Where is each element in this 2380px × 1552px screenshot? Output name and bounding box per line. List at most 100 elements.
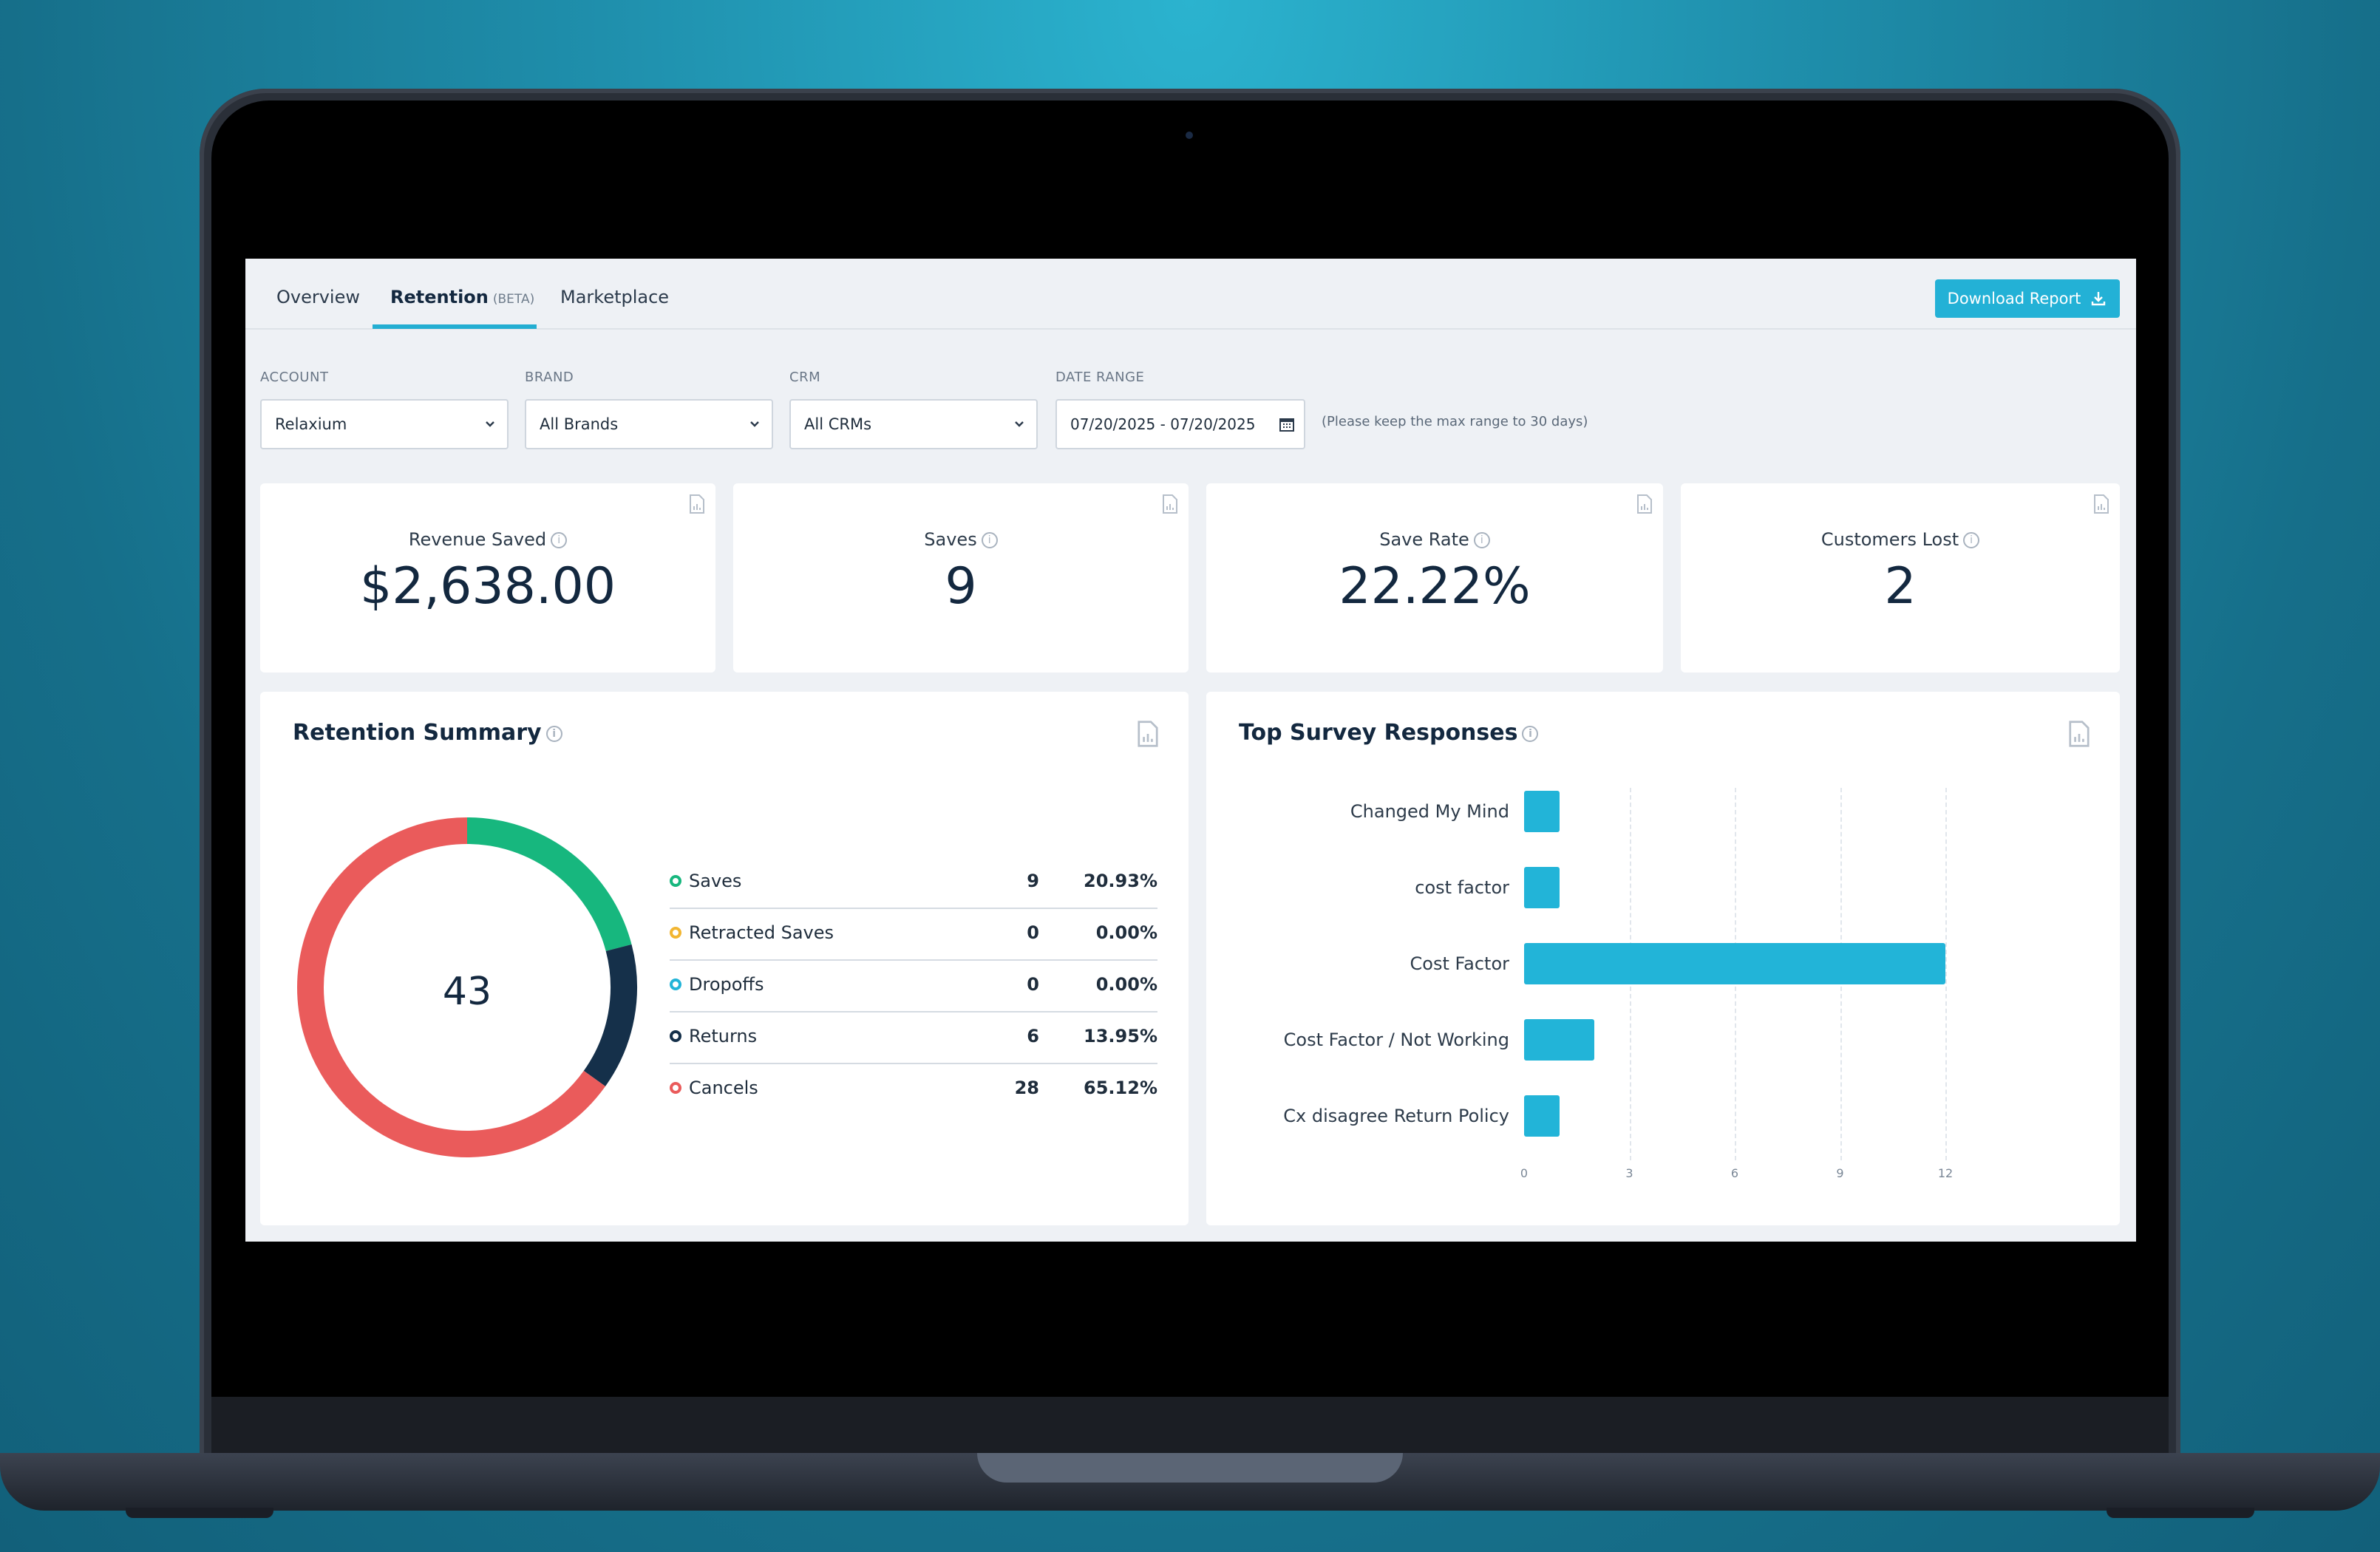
download-icon bbox=[2092, 292, 2106, 306]
tab-bar: Overview Retention (BETA) Marketplace Dow… bbox=[245, 259, 2136, 330]
bar[interactable] bbox=[1524, 791, 1560, 832]
export-icon[interactable] bbox=[2068, 720, 2090, 748]
donut-segment-saves[interactable] bbox=[466, 817, 632, 952]
chevron-down-icon bbox=[1015, 421, 1024, 427]
info-icon[interactable]: i bbox=[1473, 532, 1490, 548]
info-icon[interactable]: i bbox=[551, 532, 568, 548]
bar[interactable] bbox=[1524, 943, 1945, 984]
legend-row: Saves 9 20.93% bbox=[670, 857, 1157, 909]
legend-dot-icon bbox=[670, 875, 681, 887]
info-icon[interactable]: i bbox=[1963, 532, 1980, 548]
bar-category-label: Cx disagree Return Policy bbox=[1283, 1106, 1509, 1126]
account-label: ACCOUNT bbox=[260, 370, 329, 385]
date-range-value: 07/20/2025 - 07/20/2025 bbox=[1070, 415, 1256, 433]
legend-row: Dropoffs 0 0.00% bbox=[670, 961, 1157, 1012]
kpi-title: Save Rate bbox=[1379, 529, 1469, 550]
kpi-value: 22.22% bbox=[1339, 557, 1531, 616]
laptop-foot bbox=[126, 1508, 273, 1518]
laptop-foot bbox=[2107, 1508, 2254, 1518]
kpi-title: Saves bbox=[924, 529, 977, 550]
legend-dot-icon bbox=[670, 1030, 681, 1042]
legend-count: 0 bbox=[1027, 974, 1039, 995]
legend-dot-icon bbox=[670, 1082, 681, 1094]
legend-percent: 20.93% bbox=[1084, 871, 1157, 891]
date-range-input[interactable]: 07/20/2025 - 07/20/2025 bbox=[1055, 399, 1305, 449]
legend-dot-icon bbox=[670, 978, 681, 990]
crm-label: CRM bbox=[789, 370, 821, 385]
legend-dot-icon bbox=[670, 927, 681, 939]
panel-title: Retention Summary bbox=[293, 720, 542, 746]
legend-name: Cancels bbox=[689, 1078, 758, 1098]
export-icon[interactable] bbox=[1636, 494, 1653, 514]
brand-select[interactable]: All Brands bbox=[525, 399, 773, 449]
bar-category-label: Cost Factor bbox=[1410, 953, 1509, 974]
retention-summary-panel: Retention Summary i 43 Saves 9 20.93% Retrac… bbox=[260, 692, 1189, 1225]
crm-value: All CRMs bbox=[804, 415, 872, 433]
info-icon[interactable]: i bbox=[1522, 725, 1539, 742]
tab-label: Overview bbox=[276, 287, 360, 307]
retention-donut-chart bbox=[297, 817, 637, 1157]
x-tick-label: 0 bbox=[1520, 1166, 1529, 1180]
bar[interactable] bbox=[1524, 1095, 1560, 1137]
date-range-hint: (Please keep the max range to 30 days) bbox=[1322, 414, 1588, 429]
legend-count: 6 bbox=[1027, 1026, 1039, 1046]
legend-name: Returns bbox=[689, 1026, 758, 1046]
kpi-card-revenue-saved: Revenue Saved i $2,638.00 bbox=[260, 483, 715, 673]
legend-percent: 0.00% bbox=[1095, 974, 1157, 995]
grid-line bbox=[1945, 788, 1947, 1160]
account-select[interactable]: Relaxium bbox=[260, 399, 509, 449]
tab-label: Marketplace bbox=[560, 287, 670, 307]
export-icon[interactable] bbox=[1137, 720, 1159, 748]
legend-name: Saves bbox=[689, 871, 742, 891]
donut-segment-cancels[interactable] bbox=[297, 817, 606, 1157]
legend-name: Dropoffs bbox=[689, 974, 764, 995]
donut-segment-returns[interactable] bbox=[583, 944, 637, 1086]
download-report-button[interactable]: Download Report bbox=[1935, 279, 2120, 318]
legend-percent: 0.00% bbox=[1095, 922, 1157, 943]
tab-marketplace[interactable]: Marketplace bbox=[560, 259, 669, 330]
export-icon[interactable] bbox=[1162, 494, 1178, 514]
kpi-card-saves: Saves i 9 bbox=[733, 483, 1189, 673]
export-icon[interactable] bbox=[689, 494, 705, 514]
legend-row: Cancels 28 65.12% bbox=[670, 1064, 1157, 1116]
tab-label: Retention bbox=[390, 287, 489, 307]
survey-panel: Top Survey Responses i 0 3 6 9 12 Changed My M… bbox=[1206, 692, 2120, 1225]
legend-percent: 13.95% bbox=[1084, 1026, 1157, 1046]
x-tick-label: 6 bbox=[1730, 1166, 1739, 1180]
beta-badge: (BETA) bbox=[492, 292, 535, 307]
info-icon[interactable]: i bbox=[545, 725, 562, 742]
kpi-value: 2 bbox=[1884, 557, 1917, 616]
legend-count: 0 bbox=[1027, 922, 1039, 943]
laptop-notch bbox=[977, 1453, 1403, 1483]
account-value: Relaxium bbox=[275, 415, 347, 433]
x-tick-label: 12 bbox=[1937, 1166, 1954, 1180]
tab-overview[interactable]: Overview bbox=[276, 259, 360, 330]
dashboard-screen: Overview Retention (BETA) Marketplace Dow… bbox=[245, 259, 2136, 1242]
export-icon[interactable] bbox=[2093, 494, 2109, 514]
x-tick-label: 9 bbox=[1836, 1166, 1844, 1180]
download-report-label: Download Report bbox=[1947, 290, 2081, 307]
crm-select[interactable]: All CRMs bbox=[789, 399, 1038, 449]
brand-value: All Brands bbox=[540, 415, 619, 433]
info-icon[interactable]: i bbox=[981, 532, 998, 548]
laptop-chin bbox=[211, 1397, 2169, 1453]
calendar-icon bbox=[1279, 418, 1294, 432]
kpi-card-customers-lost: Customers Lost i 2 bbox=[1681, 483, 2120, 673]
bar[interactable] bbox=[1524, 1019, 1594, 1061]
x-tick-label: 3 bbox=[1625, 1166, 1633, 1180]
legend-name: Retracted Saves bbox=[689, 922, 834, 943]
legend-row: Returns 6 13.95% bbox=[670, 1012, 1157, 1064]
legend-row: Retracted Saves 0 0.00% bbox=[670, 909, 1157, 961]
donut-total: 43 bbox=[442, 970, 492, 1014]
chevron-down-icon bbox=[486, 421, 494, 427]
chevron-down-icon bbox=[750, 421, 759, 427]
legend-percent: 65.12% bbox=[1084, 1078, 1157, 1098]
kpi-title: Revenue Saved bbox=[408, 529, 547, 550]
active-tab-indicator bbox=[373, 324, 537, 329]
bar-category-label: Cost Factor / Not Working bbox=[1283, 1029, 1509, 1050]
bar[interactable] bbox=[1524, 867, 1560, 908]
kpi-card-save-rate: Save Rate i 22.22% bbox=[1206, 483, 1663, 673]
kpi-value: 9 bbox=[945, 557, 977, 616]
panel-title: Top Survey Responses bbox=[1239, 720, 1518, 746]
tab-retention[interactable]: Retention (BETA) bbox=[390, 259, 534, 330]
